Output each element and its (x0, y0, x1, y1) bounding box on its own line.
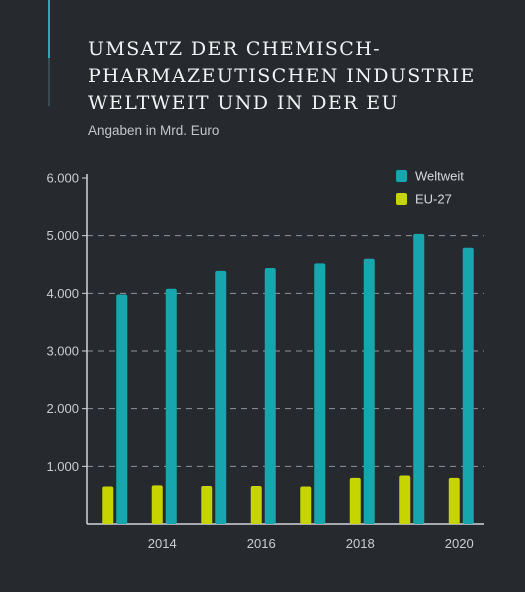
legend-label-weltweit: Weltweit (415, 169, 464, 184)
legend-label-eu27: EU-27 (415, 192, 452, 207)
bar-weltweit (413, 233, 425, 525)
bar-weltweit (165, 288, 177, 524)
accent-bar (48, 0, 50, 106)
bar-eu27 (448, 477, 460, 524)
y-tick-label: 6.000 (46, 171, 79, 186)
chart-subtitle: Angaben in Mrd. Euro (88, 123, 220, 138)
bar-weltweit (462, 247, 474, 524)
y-tick-label: 5.000 (46, 228, 79, 243)
x-tick-label: 2020 (445, 536, 474, 551)
x-tick-label: 2014 (148, 536, 177, 551)
title-line-1: UMSATZ DER CHEMISCH- (88, 38, 382, 60)
bar-weltweit (363, 258, 375, 524)
y-tick-label: 4.000 (46, 286, 79, 301)
title-line-2: PHARMAZEUTISCHEN INDUSTRIE (88, 65, 476, 87)
bar-weltweit (215, 270, 227, 524)
y-tick-label: 1.000 (46, 459, 79, 474)
bar-eu27 (201, 485, 213, 524)
y-tick-label: 3.000 (46, 344, 79, 359)
bar-eu27 (250, 485, 262, 524)
bar-weltweit (264, 267, 276, 524)
x-tick-label: 2018 (346, 536, 375, 551)
title-line-3: WELTWEIT UND IN DER EU (88, 92, 399, 114)
x-tick-label: 2016 (247, 536, 276, 551)
y-tick-label: 2.000 (46, 401, 79, 416)
bar-eu27 (151, 485, 163, 524)
bar-weltweit (314, 263, 326, 524)
bar-eu27 (102, 486, 114, 524)
bar-eu27 (300, 486, 312, 524)
bar-eu27 (399, 475, 411, 524)
legend-swatch-weltweit (396, 170, 407, 182)
legend-swatch-eu27 (396, 193, 407, 205)
chart-title: UMSATZ DER CHEMISCH- PHARMAZEUTISCHEN IN… (88, 36, 508, 117)
bar-weltweit (116, 294, 128, 524)
bar-eu27 (349, 477, 361, 524)
